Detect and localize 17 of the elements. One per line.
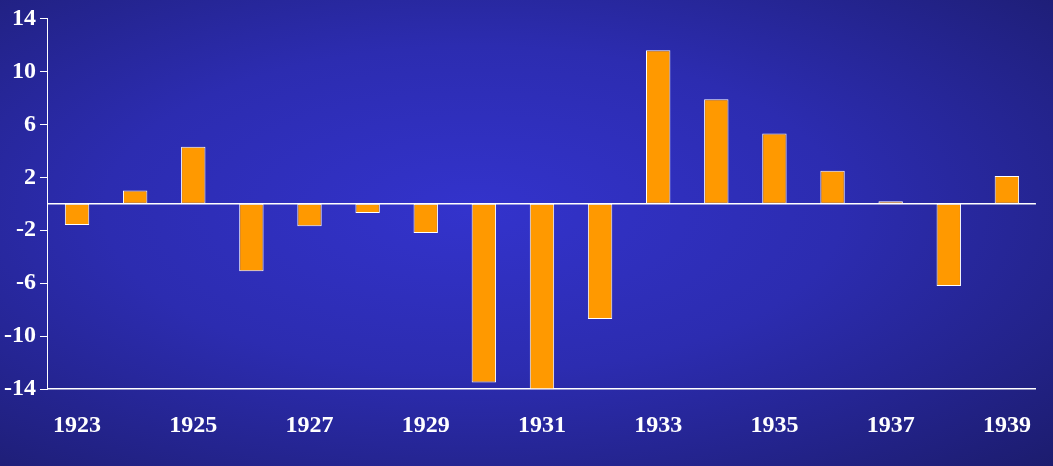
y-tick-label: -2	[15, 215, 36, 242]
y-tick-label: -6	[15, 268, 36, 295]
x-tick-label: 1939	[982, 410, 1031, 437]
y-tick-label: -10	[3, 321, 36, 348]
y-tick-label: 2	[23, 162, 36, 189]
y-tick-label: 6	[23, 109, 36, 136]
y-tick-label: -14	[3, 374, 36, 401]
y-tick-label: 10	[11, 56, 36, 83]
x-tick-label: 1929	[401, 410, 450, 437]
x-tick-label: 1935	[750, 410, 799, 437]
x-tick-label: 1937	[866, 410, 915, 437]
y-tick-label: 14	[11, 3, 36, 30]
x-tick-label: 1927	[285, 410, 334, 437]
x-tick-label: 1931	[517, 410, 566, 437]
x-tick-label: 1925	[169, 410, 218, 437]
x-tick-label: 1933	[634, 410, 683, 437]
x-tick-label: 1923	[53, 410, 102, 437]
